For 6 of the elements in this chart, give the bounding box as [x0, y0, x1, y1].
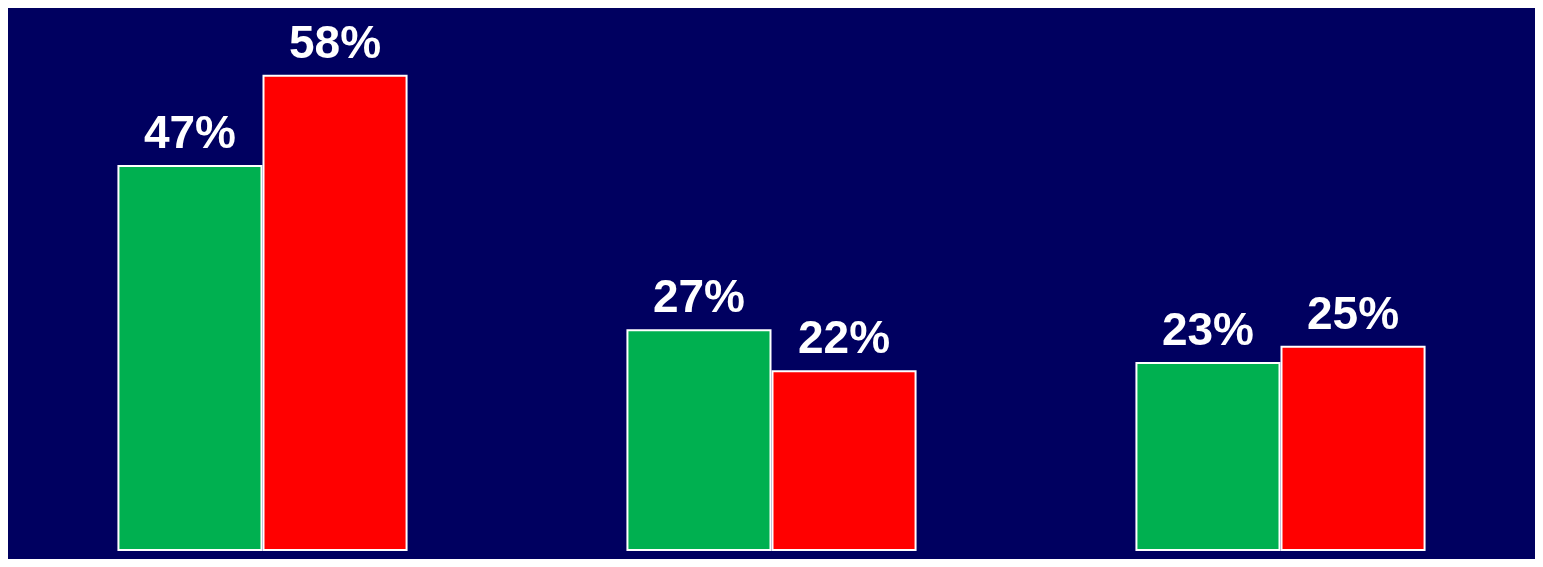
data-label: 47% — [143, 106, 237, 159]
data-label: 25% — [1306, 286, 1400, 339]
data-label: 22% — [797, 311, 891, 364]
data-label: 27% — [652, 270, 746, 323]
data-label: 23% — [1161, 303, 1255, 356]
data-label: 58% — [288, 15, 382, 68]
